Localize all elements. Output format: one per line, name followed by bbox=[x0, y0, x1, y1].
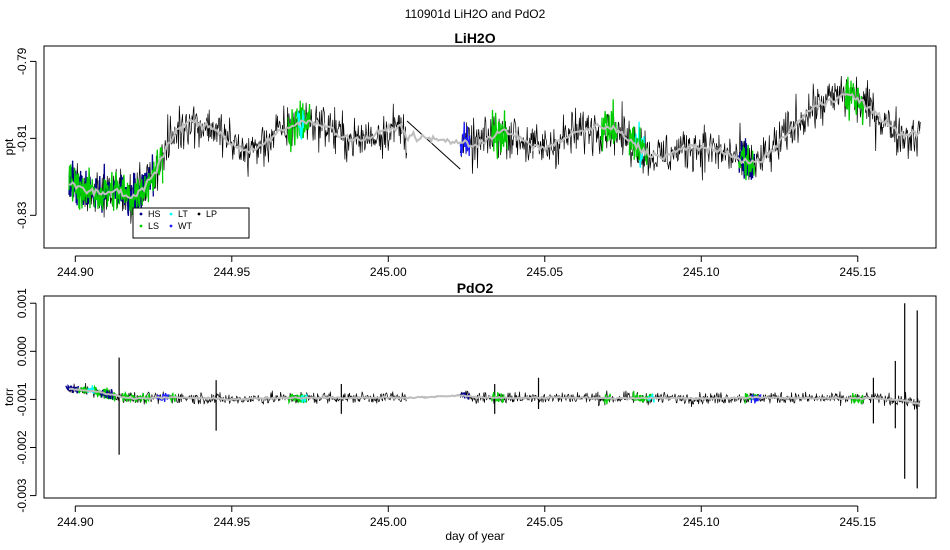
pdo2-smooth-series-line bbox=[68, 387, 921, 406]
lih2o-flag-LT-segment-3 bbox=[296, 110, 305, 140]
legend-label-hs: HS bbox=[148, 209, 161, 219]
legend-marker-ls bbox=[139, 224, 143, 228]
pdo2-plot-frame bbox=[43, 295, 937, 499]
lih2o-y-tick-label: -0.81 bbox=[15, 124, 29, 152]
pdo2-flag-LS-segment-11 bbox=[490, 391, 505, 403]
lih2o-x-tick-label: 245.15 bbox=[839, 265, 876, 279]
lih2o-panel-title: LiH2O bbox=[454, 30, 495, 46]
lih2o-plot-area bbox=[68, 75, 921, 224]
lih2o-flag-LS-segment-5 bbox=[490, 109, 508, 160]
legend-box bbox=[132, 207, 250, 239]
pdo2-x-axis: 244.90 244.95 245.00 245.05 245.10 245.15 bbox=[57, 505, 876, 529]
pdo2-y-axis-label: torr bbox=[2, 388, 16, 406]
pdo2-x-tick-label: 245.15 bbox=[839, 515, 876, 529]
lih2o-y-tick-label: -0.83 bbox=[15, 201, 29, 229]
lih2o-panel: LiH2O 244.90 244.95 245.00 245.05 245.10 245.… bbox=[2, 30, 937, 279]
pdo2-panel-title: PdO2 bbox=[457, 280, 494, 296]
pdo2-y-tick-label: -0.002 bbox=[15, 430, 29, 464]
figure-title: 110901d LiH2O and PdO2 bbox=[405, 7, 546, 21]
lih2o-x-tick-label: 245.05 bbox=[526, 265, 563, 279]
pdo2-y-tick-label: 0.001 bbox=[15, 288, 29, 318]
pdo2-x-tick-label: 244.90 bbox=[57, 515, 94, 529]
pdo2-y-axis: -0.003 -0.002 -0.001 0.000 0.001 bbox=[15, 288, 37, 513]
pdo2-y-tick-label: -0.003 bbox=[15, 478, 29, 512]
lih2o-flag-LS-segment-6 bbox=[600, 99, 618, 152]
pdo2-x-tick-label: 245.10 bbox=[683, 515, 720, 529]
lih2o-x-tick-label: 244.90 bbox=[57, 265, 94, 279]
pdo2-flag-LS-segment-8 bbox=[287, 393, 308, 405]
x-axis-label: day of year bbox=[445, 529, 504, 543]
legend-label-ls: LS bbox=[148, 221, 159, 231]
lih2o-flag-LS-segment-11 bbox=[844, 76, 865, 126]
pdo2-flag-LT-segment-9 bbox=[299, 393, 308, 403]
pdo2-x-tick-label: 245.00 bbox=[370, 515, 407, 529]
lih2o-x-axis: 244.90 244.95 245.00 245.05 245.10 245.15 bbox=[57, 255, 876, 279]
pdo2-panel: PdO2 244.90 244.95 245.00 245.05 245.10 245.1… bbox=[2, 280, 937, 529]
lih2o-flag-LS-segment-10 bbox=[738, 144, 756, 181]
lih2o-plot-frame bbox=[43, 45, 937, 249]
pdo2-plot-area bbox=[65, 303, 921, 489]
lih2o-x-tick-label: 244.95 bbox=[213, 265, 250, 279]
legend-label-wt: WT bbox=[178, 221, 192, 231]
lih2o-x-tick-label: 245.00 bbox=[370, 265, 407, 279]
pdo2-x-tick-label: 244.95 bbox=[213, 515, 250, 529]
lih2o-y-tick-label: -0.79 bbox=[15, 47, 29, 75]
lih2o-gap-connector bbox=[406, 120, 461, 170]
pdo2-y-tick-label: -0.001 bbox=[15, 382, 29, 416]
lih2o-y-axis-label: ppt bbox=[2, 138, 16, 155]
lih2o-raw-series-line bbox=[68, 75, 921, 224]
lih2o-x-tick-label: 245.10 bbox=[683, 265, 720, 279]
legend-marker-lt bbox=[169, 212, 173, 216]
legend-label-lt: LT bbox=[178, 209, 188, 219]
legend-label-lp: LP bbox=[206, 209, 217, 219]
legend-marker-hs bbox=[139, 212, 143, 216]
legend-marker-lp bbox=[197, 212, 201, 216]
lih2o-smooth-series-line bbox=[68, 92, 921, 199]
pdo2-flag-LT-segment-2 bbox=[87, 385, 95, 395]
legend: HS LS LT WT LP bbox=[132, 207, 250, 239]
legend-marker-wt bbox=[169, 224, 173, 228]
lih2o-flag-WT-segment-4 bbox=[459, 122, 471, 157]
pdo2-y-tick-label: 0.000 bbox=[15, 336, 29, 366]
lih2o-y-axis: -0.83 -0.81 -0.79 bbox=[15, 47, 37, 229]
pdo2-x-tick-label: 245.05 bbox=[526, 515, 563, 529]
